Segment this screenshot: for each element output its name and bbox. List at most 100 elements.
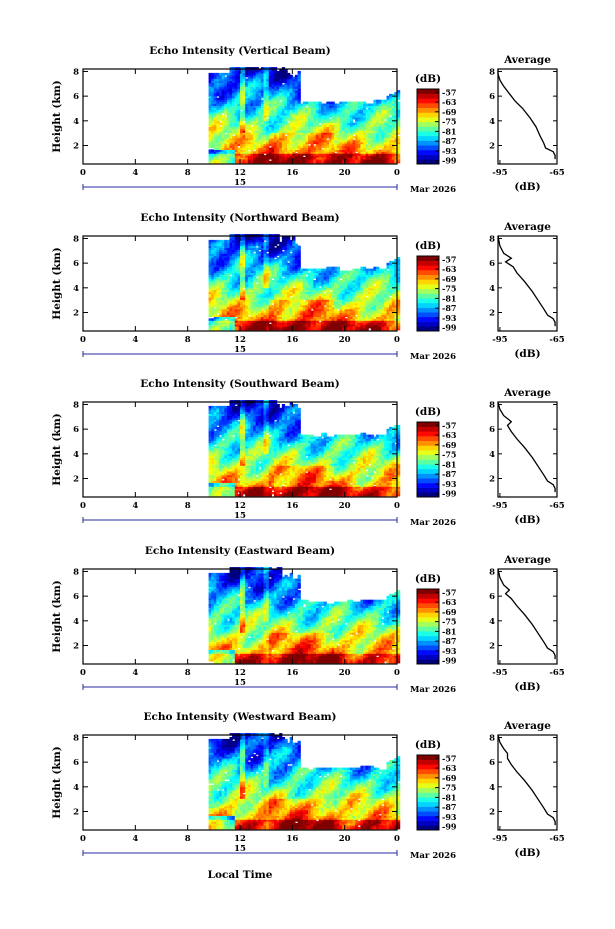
heatmap-cell <box>216 107 220 110</box>
heatmap-cell <box>247 120 251 124</box>
heatmap-cell <box>255 157 259 160</box>
heatmap-cell <box>221 137 225 141</box>
heatmap-cell <box>216 105 220 108</box>
heatmap-cell <box>221 147 225 150</box>
date-day-label: 15 <box>234 178 246 188</box>
heatmap-cell <box>255 99 259 103</box>
heatmap-cell <box>255 145 259 149</box>
heatmap-cell <box>253 97 257 101</box>
heatmap-cell <box>242 78 246 82</box>
heatmap-cell <box>245 99 249 103</box>
heatmap-cell <box>232 130 236 133</box>
heatmap-cell <box>245 118 249 122</box>
heatmap-cell <box>240 158 244 162</box>
heatmap-cell <box>208 134 212 137</box>
heatmap-cell <box>232 78 236 82</box>
heatmap-cell <box>208 86 212 89</box>
heatmap-cell <box>221 95 225 99</box>
heatmap-cell <box>247 97 251 101</box>
heatmap-cell <box>240 139 244 143</box>
heatmap-cell <box>258 158 262 162</box>
heatmap-cell <box>229 137 233 141</box>
heatmap-cell <box>245 93 249 97</box>
heatmap-cell <box>242 97 246 101</box>
heatmap-cell <box>245 137 249 141</box>
heatmap-cell <box>250 143 254 147</box>
heatmap-cell <box>234 107 238 110</box>
heatmap-cell <box>219 76 223 80</box>
heatmap-cell <box>221 118 225 122</box>
heatmap-cell <box>258 137 262 141</box>
heatmap-cell <box>247 158 251 162</box>
heatmap-cell <box>208 113 212 116</box>
heatmap-cell <box>219 149 223 152</box>
heatmap-cell <box>240 99 244 103</box>
heatmap-cell <box>250 153 254 156</box>
heatmap-cell <box>253 158 257 162</box>
heatmap-cell <box>245 82 249 85</box>
heatmap-cell <box>226 97 231 101</box>
heatmap-cell <box>219 158 223 162</box>
heatmap-cell <box>255 141 259 145</box>
heatmap-cell <box>237 90 241 93</box>
heatmap-cell <box>242 82 246 85</box>
heatmap-cell <box>221 130 225 133</box>
heatmap-cell <box>224 103 228 106</box>
heatmap-cell <box>216 145 220 149</box>
chart-title: Echo Intensity (Vertical Beam) <box>149 45 330 57</box>
heatmap-cell <box>211 111 215 114</box>
heatmap-cell <box>208 82 212 85</box>
heatmap-cell <box>242 76 246 80</box>
heatmap-cell <box>213 115 217 118</box>
heatmap-cell <box>229 74 233 78</box>
heatmap-cell <box>226 72 231 76</box>
heatmap-cell <box>258 149 262 152</box>
heatmap-cell <box>258 124 262 127</box>
heatmap-cell <box>258 160 262 164</box>
heatmap-cell <box>250 113 254 116</box>
heatmap-cell <box>247 109 251 112</box>
heatmap-cell <box>232 141 236 145</box>
heatmap-cell <box>240 74 244 78</box>
heatmap-cell <box>208 72 212 76</box>
heatmap-cell <box>229 69 233 72</box>
heatmap-cell <box>208 105 212 108</box>
heatmap-cell <box>237 122 241 126</box>
heatmap-cell <box>234 115 238 118</box>
heatmap-cell <box>247 160 251 164</box>
heatmap-cell <box>216 118 220 122</box>
heatmap-cell <box>237 78 241 82</box>
heatmap-cell <box>245 88 249 91</box>
heatmap-cell <box>211 97 215 101</box>
heatmap-cell <box>221 105 225 108</box>
heatmap-cell <box>245 153 249 156</box>
heatmap-cell <box>226 130 231 133</box>
heatmap-cell <box>240 76 244 80</box>
heatmap-cell <box>224 136 228 139</box>
heatmap-cell <box>253 69 257 72</box>
heatmap-cell <box>258 139 262 143</box>
heatmap-cell <box>229 141 233 145</box>
heatmap-cell <box>213 141 217 145</box>
heatmap-cell <box>211 143 215 147</box>
heatmap-cell <box>216 124 220 127</box>
heatmap-cell <box>224 95 228 99</box>
heatmap-cell <box>221 92 225 95</box>
heatmap-cell <box>213 103 217 106</box>
average-y-tick-label: 6 <box>489 92 495 102</box>
heatmap-cell <box>208 149 212 152</box>
heatmap-cell <box>211 130 215 133</box>
heatmap-cell <box>234 80 238 83</box>
heatmap-cell <box>242 88 246 91</box>
heatmap-cell <box>255 147 259 150</box>
heatmap-cell <box>253 105 257 108</box>
heatmap-cell <box>216 130 220 133</box>
heatmap-cell <box>224 122 228 126</box>
heatmap-cell <box>250 74 254 78</box>
heatmap-cell <box>253 132 257 135</box>
heatmap-cell <box>224 155 228 158</box>
heatmap-cell <box>234 143 238 147</box>
heatmap-cell <box>242 153 246 156</box>
heatmap-cell <box>253 76 257 80</box>
heatmap-cell <box>219 88 223 91</box>
